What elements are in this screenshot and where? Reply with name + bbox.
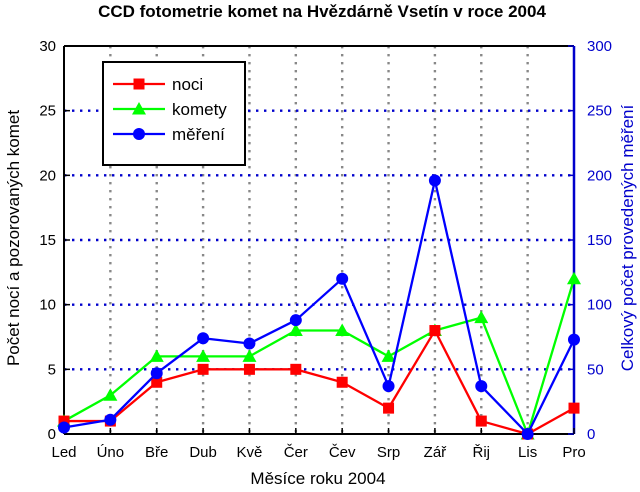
legend-marker-triangle [132, 102, 146, 115]
series-line-circle [63, 179, 576, 436]
data-point-triangle [335, 323, 350, 337]
series-layer [57, 174, 581, 440]
y-tick-label-left: 10 [39, 297, 56, 314]
data-point-circle [475, 380, 488, 393]
y-tick-label-left: 0 [48, 426, 56, 443]
x-tick-label: Kvě [237, 444, 263, 461]
x-tick-label: Srp [377, 444, 400, 461]
y-tick-label-left: 20 [39, 167, 56, 184]
data-point-circle [521, 428, 534, 440]
x-tick-label: Pro [562, 444, 585, 461]
data-point-circle [243, 337, 256, 350]
data-point-square [568, 402, 580, 414]
y-tick-label-left: 15 [39, 232, 56, 249]
series-line-square [64, 329, 575, 436]
series-line-triangle [63, 278, 576, 436]
y-tick-label-right: 100 [587, 297, 612, 314]
y-axis-label-right: Celkový počet provedených měření [618, 104, 637, 371]
y-tick-label-left: 5 [48, 361, 56, 378]
legend-marker-square [133, 78, 145, 90]
y-axis-label-left: Počet nocí a pozorovaných komet [4, 110, 23, 366]
data-point-circle [150, 367, 163, 380]
chart-title: CCD fotometrie komet na Hvězdárně Vsetín… [98, 2, 546, 21]
y-tick-label-right: 250 [587, 103, 612, 120]
data-point-circle [428, 174, 441, 187]
data-point-circle [58, 421, 70, 434]
x-tick-label: Led [51, 444, 76, 461]
data-point-circle [104, 413, 117, 426]
data-point-triangle [196, 349, 211, 362]
data-point-square [336, 376, 348, 388]
data-point-triangle [288, 323, 303, 337]
legend-label-square: noci [172, 75, 203, 94]
y-tick-label-right: 200 [587, 167, 612, 184]
data-point-square [383, 402, 395, 414]
data-point-square [290, 363, 302, 375]
y-tick-label-right: 300 [587, 38, 612, 55]
data-point-triangle [242, 349, 257, 362]
x-tick-label: Bře [145, 444, 168, 461]
data-point-circle [336, 272, 349, 285]
data-point-triangle [567, 271, 581, 285]
y-tick-label-right: 50 [587, 361, 604, 378]
data-point-circle [382, 380, 395, 393]
x-axis-label: Měsíce roku 2004 [250, 469, 385, 488]
data-point-triangle [103, 388, 118, 401]
legend: noci komety měření [102, 61, 246, 166]
legend-label-circle: měření [172, 125, 225, 144]
data-point-circle [568, 333, 580, 346]
y-tick-label-right: 0 [587, 426, 595, 443]
x-tick-label: Zář [424, 444, 448, 461]
legend-box [102, 61, 246, 166]
data-point-circle [289, 314, 302, 327]
data-point-triangle [149, 349, 164, 362]
data-point-square [58, 415, 70, 427]
data-point-triangle [381, 349, 396, 362]
legend-marker-circle [133, 128, 145, 140]
y-tick-label-left: 30 [39, 38, 56, 55]
data-point-square [151, 376, 163, 388]
y-tick-label-left: 25 [39, 103, 56, 120]
data-point-square [197, 363, 209, 375]
y-tick-label-right: 150 [587, 232, 612, 249]
data-point-triangle [474, 310, 489, 324]
grid [64, 46, 574, 434]
data-point-square [429, 325, 441, 337]
x-tick-label: Čer [284, 444, 308, 461]
legend-label-triangle: komety [172, 100, 227, 119]
data-point-square [475, 415, 487, 427]
data-point-square [243, 363, 255, 375]
x-tick-label: Dub [189, 444, 217, 461]
x-tick-label: Lis [518, 444, 537, 461]
x-tick-label: Úno [97, 444, 125, 461]
data-point-circle [197, 332, 210, 345]
x-tick-label: Čev [329, 444, 356, 461]
x-tick-label: Řij [473, 444, 491, 461]
